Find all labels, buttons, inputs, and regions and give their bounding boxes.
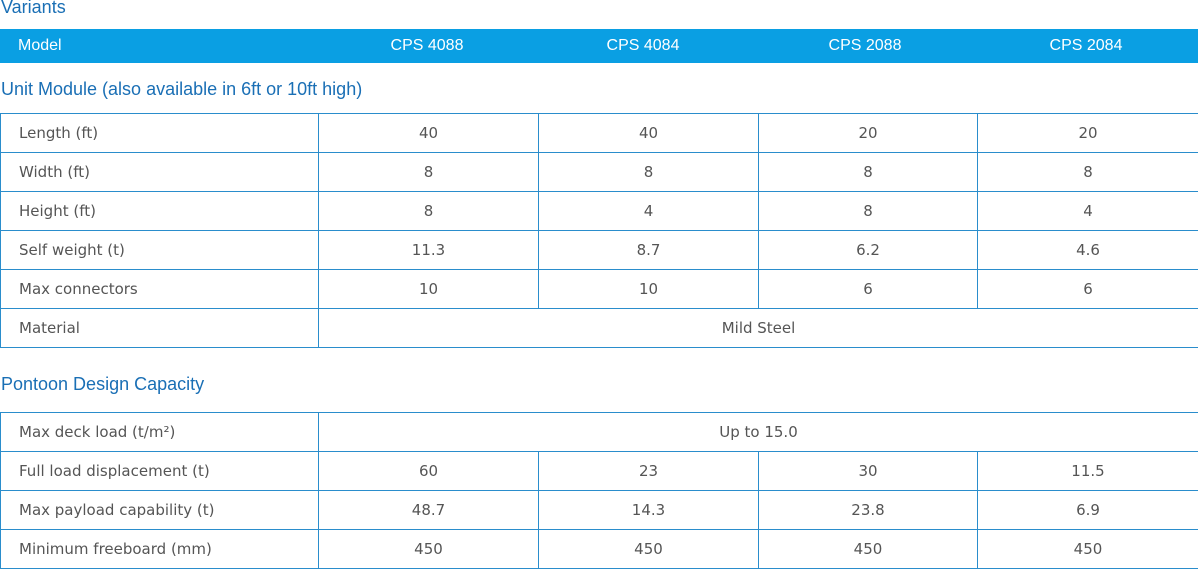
table-body: Length (ft) 40 40 20 20 Width (ft) 8 8 8 8 Height … [0, 113, 1198, 348]
section-title: Pontoon Design Capacity [1, 374, 205, 394]
cell: 20 [758, 113, 978, 153]
cell: 8 [977, 152, 1198, 192]
row-label: Self weight (t) [0, 230, 319, 270]
section-title: Unit Module (also available in 6ft or 10… [1, 79, 363, 99]
cell: Mild Steel [318, 308, 1198, 348]
cell: 4 [538, 191, 759, 231]
cell: 40 [538, 113, 759, 153]
row-label: Width (ft) [0, 152, 319, 192]
row-label: Length (ft) [0, 113, 319, 153]
cell: 4 [977, 191, 1198, 231]
table-row: Max payload capability (t) 48.7 14.3 23.8 6.… [0, 490, 1198, 530]
cell: 23.8 [758, 490, 978, 530]
cell: 20 [977, 113, 1198, 153]
table-row: Length (ft) 40 40 20 20 [0, 113, 1198, 153]
cell: 60 [318, 451, 539, 491]
column-header: CPS 2088 [828, 37, 902, 54]
cell: 48.7 [318, 490, 539, 530]
cell: 8 [318, 152, 539, 192]
cell: 8.7 [538, 230, 759, 270]
table-row: Material Mild Steel [0, 308, 1198, 348]
row-label: Height (ft) [0, 191, 319, 231]
table-row: Height (ft) 8 4 8 4 [0, 191, 1198, 231]
cell: 450 [538, 529, 759, 569]
cell: 11.5 [977, 451, 1198, 491]
table-row: Max connectors 10 10 6 6 [0, 269, 1198, 309]
cell: 10 [538, 269, 759, 309]
spec-table: Length (ft) 40 40 20 20 Width (ft) 8 8 8 8 Height … [0, 113, 1198, 348]
cell: 450 [758, 529, 978, 569]
table-row: Minimum freeboard (mm) 450 450 450 450 [0, 529, 1198, 569]
column-header: CPS 4088 [390, 37, 464, 54]
cell: 6.9 [977, 490, 1198, 530]
cell: 23 [538, 451, 759, 491]
spec-table: Max deck load (t/m²) Up to 15.0 Full load … [0, 412, 1198, 569]
cell: 10 [318, 269, 539, 309]
row-label: Material [0, 308, 319, 348]
cell: 6 [977, 269, 1198, 309]
row-label: Max deck load (t/m²) [0, 412, 319, 452]
cell: 14.3 [538, 490, 759, 530]
cell: 8 [758, 152, 978, 192]
cell: 11.3 [318, 230, 539, 270]
cell: 6 [758, 269, 978, 309]
row-label: Max connectors [0, 269, 319, 309]
table-row: Width (ft) 8 8 8 8 [0, 152, 1198, 192]
table-row: Max deck load (t/m²) Up to 15.0 [0, 412, 1198, 452]
page-title: Variants [1, 0, 66, 17]
table-row: Self weight (t) 11.3 8.7 6.2 4.6 [0, 230, 1198, 270]
column-header: CPS 2084 [1049, 37, 1123, 54]
table-body: Max deck load (t/m²) Up to 15.0 Full load … [0, 412, 1198, 569]
row-label: Minimum freeboard (mm) [0, 529, 319, 569]
cell: 8 [758, 191, 978, 231]
cell: 4.6 [977, 230, 1198, 270]
cell: 8 [318, 191, 539, 231]
cell: Up to 15.0 [318, 412, 1198, 452]
column-header: CPS 4084 [606, 37, 680, 54]
header-bar: Model CPS 4088 CPS 4084 CPS 2088 CPS 2084 [0, 29, 1198, 63]
cell: 6.2 [758, 230, 978, 270]
cell: 8 [538, 152, 759, 192]
table-row: Full load displacement (t) 60 23 30 11.5 [0, 451, 1198, 491]
cell: 30 [758, 451, 978, 491]
cell: 450 [977, 529, 1198, 569]
row-label: Max payload capability (t) [0, 490, 319, 530]
column-header: Model [18, 37, 62, 54]
row-label: Full load displacement (t) [0, 451, 319, 491]
cell: 40 [318, 113, 539, 153]
cell: 450 [318, 529, 539, 569]
